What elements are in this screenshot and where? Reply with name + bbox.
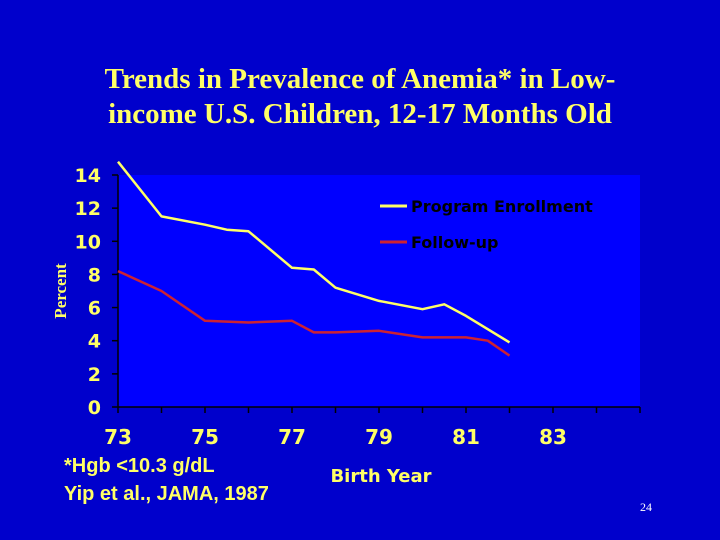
y-tick-label: 14 [75,165,101,187]
y-tick-label: 8 [88,264,101,286]
x-tick-label: 79 [365,425,393,449]
y-tick-label: 2 [88,364,101,386]
x-axis-label: Birth Year [330,466,431,487]
x-tick-label: 75 [191,425,219,449]
legend-label: Program Enrollment [411,197,593,216]
title-line-1: Trends in Prevalence of Anemia* in Low- [104,63,616,95]
x-axis: 73 75 77 79 81 83 [104,406,641,449]
legend: Program Enrollment Follow-up [380,197,593,252]
y-axis: 0 2 4 6 8 10 12 14 [75,165,119,419]
legend-label: Follow-up [411,233,499,252]
series-line-follow-up [117,269,511,357]
y-tick-label: 12 [75,198,101,220]
y-tick-label: 10 [75,231,101,253]
series-line-program-enrollment [117,160,511,344]
plot-area [118,175,640,407]
y-tick-label: 4 [88,331,101,353]
footnote-hgb: *Hgb <10.3 g/dL [64,455,215,477]
x-tick-label: 77 [278,425,306,449]
y-tick-label: 6 [88,298,101,320]
x-tick-label: 81 [452,425,480,449]
title-line-2: income U.S. Children, 12-17 Months Old [108,98,612,130]
page-number: 24 [640,500,652,514]
slide-title: Trends in Prevalence of Anemia* in Low- … [40,62,680,132]
series-lines [117,160,511,357]
y-tick-label: 0 [88,397,101,419]
y-axis-label: Percent [51,263,70,319]
x-tick-label: 83 [539,425,567,449]
footnote-citation: Yip et al., JAMA, 1987 [64,483,269,505]
x-tick-label: 73 [104,425,132,449]
